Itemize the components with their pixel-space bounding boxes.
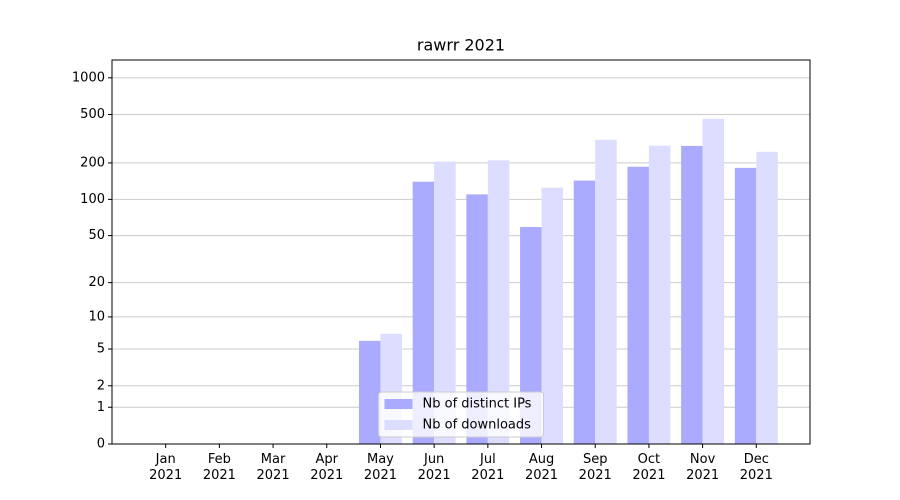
x-tick-label: Mar 2021 <box>256 452 290 483</box>
x-tick-label: Jun 2021 <box>417 452 451 483</box>
bar <box>681 145 703 444</box>
bar <box>541 187 564 444</box>
plot-frame <box>111 59 811 445</box>
x-tick-label: Feb 2021 <box>202 452 236 483</box>
bar <box>702 118 725 444</box>
y-tick-label: 1000 <box>72 70 105 85</box>
y-tick-label: 1 <box>97 400 105 415</box>
y-tick-label: 2 <box>97 378 105 393</box>
legend-box <box>378 391 544 438</box>
y-tick-label: 10 <box>88 309 105 324</box>
bar <box>648 145 671 444</box>
x-tick-label: Dec 2021 <box>739 452 773 483</box>
legend: Nb of distinct IPs Nb of downloads <box>378 391 544 438</box>
chart-title: rawrr 2021 <box>417 36 505 55</box>
x-tick-label: Jan 2021 <box>149 452 183 483</box>
bar <box>756 151 778 444</box>
bar <box>466 194 488 444</box>
bar <box>627 166 649 445</box>
bar <box>434 161 456 444</box>
y-tick-label: 20 <box>88 275 105 290</box>
y-tick-label: 100 <box>80 192 105 207</box>
x-tick-label: Oct 2021 <box>632 452 666 483</box>
bar <box>595 139 617 444</box>
legend-label: Nb of downloads <box>423 418 532 433</box>
x-tick-label: Apr 2021 <box>310 452 344 483</box>
legend-swatch <box>384 399 413 409</box>
y-tick-label: 5 <box>97 342 105 357</box>
y-tick-label: 500 <box>80 107 105 122</box>
legend-swatch <box>384 420 413 430</box>
bar <box>487 160 510 445</box>
legend-label: Nb of distinct IPs <box>423 397 532 412</box>
bar <box>358 340 381 444</box>
x-tick-label: Aug 2021 <box>524 452 559 483</box>
bar <box>573 180 596 445</box>
x-tick-label: Nov 2021 <box>686 452 720 483</box>
bar <box>412 181 435 444</box>
x-tick-label: May 2021 <box>363 452 397 483</box>
bar <box>734 167 757 444</box>
y-tick-label: 200 <box>80 155 105 170</box>
bar <box>520 226 542 444</box>
x-tick-label: Jul 2021 <box>471 452 505 483</box>
x-tick-label: Sep 2021 <box>578 452 612 483</box>
y-tick-label: 0 <box>97 437 105 452</box>
y-tick-label: 50 <box>88 228 105 243</box>
